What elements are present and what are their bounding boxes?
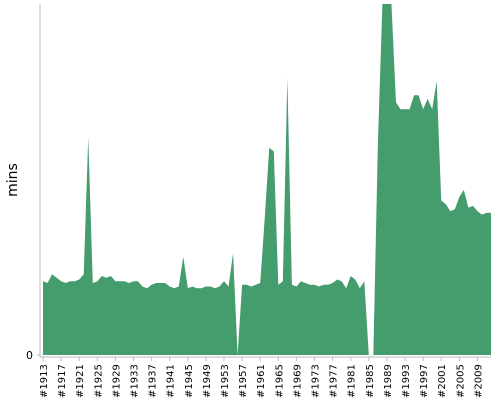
x-tick-label: #1961 xyxy=(256,364,267,398)
x-tick-label: #1925 xyxy=(93,364,104,398)
x-tick-label: #1929 xyxy=(111,364,122,398)
x-tick-label: #1973 xyxy=(311,364,322,398)
x-tick-label: #2009 xyxy=(473,364,484,398)
x-tick-label: #1913 xyxy=(39,364,50,398)
x-tick-label: #1917 xyxy=(57,364,68,398)
x-tick-label: #1993 xyxy=(401,364,412,398)
x-tick-label: #1937 xyxy=(148,364,159,398)
x-tick-label: #1965 xyxy=(274,364,285,398)
x-tick-label: #1981 xyxy=(347,364,358,398)
x-tick-label: #1957 xyxy=(238,364,249,398)
x-tick-label: #1985 xyxy=(365,364,376,398)
x-tick-label: #1941 xyxy=(166,364,177,398)
x-tick-label: #1997 xyxy=(419,364,430,398)
y-axis-label: mins xyxy=(5,163,21,197)
x-tick-label: #1949 xyxy=(202,364,213,398)
x-tick-label: #1969 xyxy=(292,364,303,398)
x-tick-label: #1977 xyxy=(329,364,340,398)
area xyxy=(43,4,491,355)
x-tick-label: #1921 xyxy=(75,364,86,398)
x-tick-label: #1953 xyxy=(220,364,231,398)
x-tick-label: #2001 xyxy=(437,364,448,398)
x-tick-label: #2005 xyxy=(455,364,466,398)
x-tick-label: #1933 xyxy=(130,364,141,398)
x-tick-label: #1945 xyxy=(184,364,195,398)
y-tick-label: 0 xyxy=(26,349,33,362)
x-tick-label: #1989 xyxy=(383,364,394,398)
